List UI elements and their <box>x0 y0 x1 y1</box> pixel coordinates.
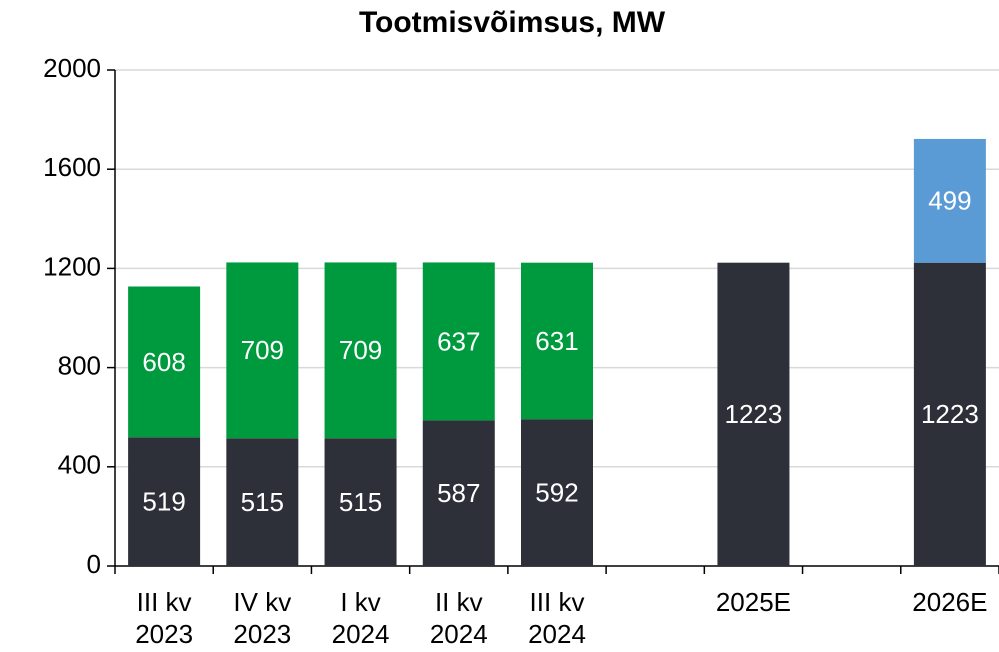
y-tick-label: 2000 <box>43 53 101 83</box>
data-label: 499 <box>928 186 971 216</box>
data-label: 709 <box>339 335 382 365</box>
bar-segment <box>521 262 593 420</box>
x-tick-label: II kv <box>435 587 483 617</box>
bar-segment <box>717 262 790 566</box>
data-label: 587 <box>437 478 480 508</box>
x-tick-label: 2026E <box>912 587 987 617</box>
bar-segment <box>226 262 299 439</box>
bar-segment <box>226 438 299 566</box>
data-label: 631 <box>535 326 578 356</box>
data-label: 592 <box>535 477 578 507</box>
y-tick-label: 800 <box>58 350 101 380</box>
chart-title: Tootmisvõimsus, MW <box>359 6 666 39</box>
y-tick-label: 0 <box>87 549 101 579</box>
y-tick-label: 400 <box>58 450 101 480</box>
data-label: 1223 <box>725 399 783 429</box>
bar-segment <box>913 138 986 263</box>
x-tick-label: 2024 <box>430 619 488 649</box>
bar-segment <box>422 262 495 421</box>
x-tick-label: III kv <box>137 587 192 617</box>
data-label: 637 <box>437 326 480 356</box>
data-label: 709 <box>241 335 284 365</box>
x-tick-label: IV kv <box>233 587 291 617</box>
x-tick-label: I kv <box>340 587 380 617</box>
x-tick-label: 2024 <box>528 619 586 649</box>
bar-segment <box>521 419 593 566</box>
bar-segment <box>128 437 201 566</box>
x-tick-label: 2023 <box>233 619 291 649</box>
bar-segment <box>913 262 986 566</box>
x-tick-label: 2024 <box>332 619 390 649</box>
y-tick-label: 1600 <box>43 152 101 182</box>
data-label: 1223 <box>921 399 979 429</box>
data-label: 519 <box>142 487 185 517</box>
data-label: 515 <box>339 487 382 517</box>
data-label: 608 <box>142 347 185 377</box>
bar-segment <box>324 438 397 566</box>
data-label: 515 <box>241 487 284 517</box>
bar-segment <box>422 420 495 566</box>
y-tick-label: 1200 <box>43 251 101 281</box>
bar-segment <box>324 262 397 439</box>
bar-segment <box>128 286 201 438</box>
x-tick-label: 2025E <box>716 587 791 617</box>
x-tick-label: III kv <box>530 587 585 617</box>
x-tick-label: 2023 <box>135 619 193 649</box>
